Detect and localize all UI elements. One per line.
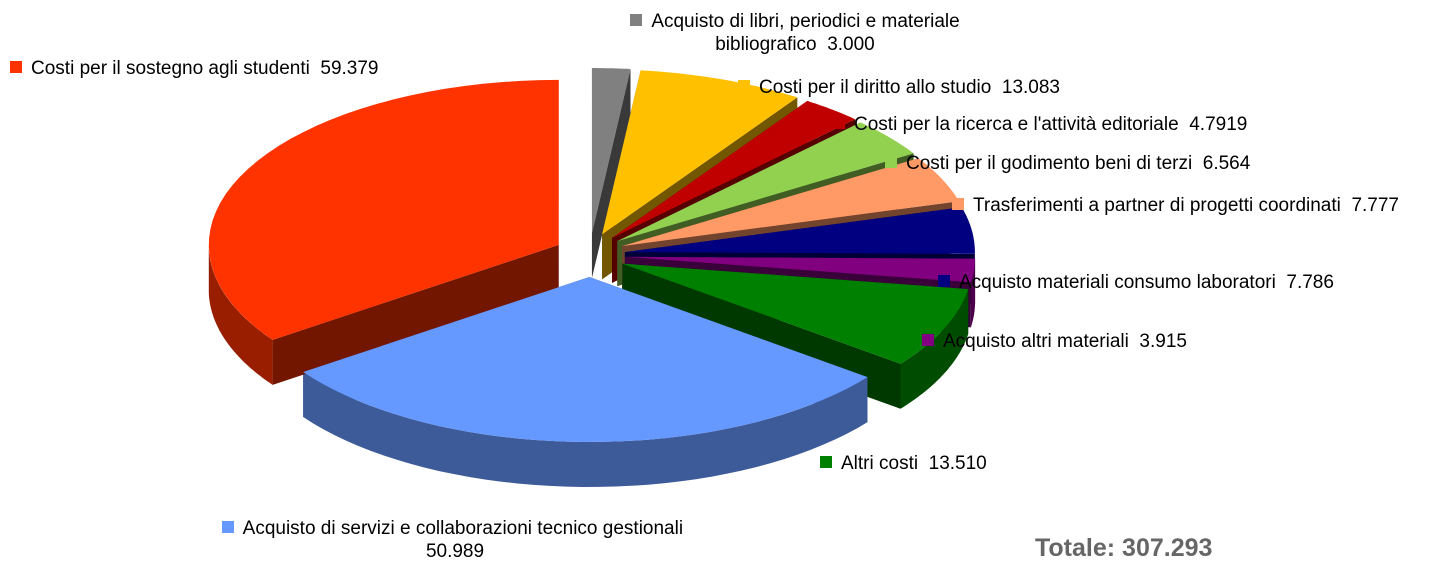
slice xyxy=(617,122,914,242)
label-name: Acquisto di servizi e collaborazioni tec… xyxy=(242,518,684,539)
label-value: 13.510 xyxy=(928,453,987,474)
legend-marker xyxy=(221,521,234,533)
data-label: Altri costi 13.510 xyxy=(820,452,987,475)
slice xyxy=(622,158,959,247)
slice xyxy=(591,68,631,234)
slice-wall xyxy=(591,69,631,279)
label-name: Acquisto altri materiali xyxy=(943,331,1129,352)
label-value: 7.786 xyxy=(1286,272,1334,293)
label-value: 7.777 xyxy=(1351,195,1399,216)
slice xyxy=(624,207,975,254)
slice xyxy=(625,256,976,283)
data-label: Costi per il diritto allo studio 13.083 xyxy=(738,76,1060,99)
legend-marker xyxy=(738,80,750,92)
label-name: Costi per la ricerca e l'attività editor… xyxy=(854,114,1179,135)
label-value: 13.083 xyxy=(1001,77,1061,98)
data-label: Costi per il sostegno agli studenti 59.3… xyxy=(10,57,379,80)
slice xyxy=(622,263,969,364)
slice xyxy=(612,100,856,238)
slice-side xyxy=(591,69,631,279)
label-name: Costi per il diritto allo studio xyxy=(759,77,992,98)
legend-marker xyxy=(833,117,845,129)
label-name: Acquisto di libri, periodici e materiale… xyxy=(651,11,960,55)
data-label: Trasferimenti a partner di progetti coor… xyxy=(928,194,1423,217)
slice-side xyxy=(208,244,559,385)
label-name: Acquisto materiali consumo laboratori xyxy=(959,272,1276,293)
slice xyxy=(303,276,868,442)
slice-rim xyxy=(208,244,273,385)
label-name: Trasferimenti a partner di progetti coor… xyxy=(973,195,1341,216)
slice-rim xyxy=(900,289,969,409)
data-label: Acquisto di servizi e collaborazioni tec… xyxy=(210,517,700,563)
label-value: 50.989 xyxy=(425,541,485,562)
legend-marker xyxy=(885,156,897,168)
slice xyxy=(602,70,798,235)
label-value: 6.564 xyxy=(1202,153,1251,174)
legend-marker xyxy=(952,198,965,210)
legend-marker xyxy=(938,275,950,287)
slice-rim xyxy=(970,258,976,328)
label-name: Costi per il godimento beni di terzi xyxy=(906,153,1193,174)
data-label: Acquisto di libri, periodici e materiale… xyxy=(575,10,1015,56)
data-label: Acquisto materiali consumo laboratori 7.… xyxy=(938,271,1334,294)
slice-rim xyxy=(303,372,868,487)
legend-marker xyxy=(630,14,643,26)
label-value: 4.7919 xyxy=(1189,114,1248,135)
legend-marker xyxy=(820,456,832,468)
label-value: 3.915 xyxy=(1139,331,1187,352)
legend-marker xyxy=(10,61,22,73)
label-value: 3.000 xyxy=(827,34,875,55)
data-label: Costi per la ricerca e l'attività editor… xyxy=(833,113,1247,136)
legend-marker xyxy=(922,334,934,346)
slice xyxy=(208,79,559,340)
label-value: 59.379 xyxy=(320,58,379,79)
total-label: Totale: 307.293 xyxy=(1035,534,1213,562)
slice-wall xyxy=(272,244,559,385)
data-label: Costi per il godimento beni di terzi 6.5… xyxy=(885,152,1250,175)
data-label: Acquisto altri materiali 3.915 xyxy=(922,330,1187,353)
label-name: Costi per il sostegno agli studenti xyxy=(31,58,310,79)
label-name: Altri costi xyxy=(841,453,919,474)
